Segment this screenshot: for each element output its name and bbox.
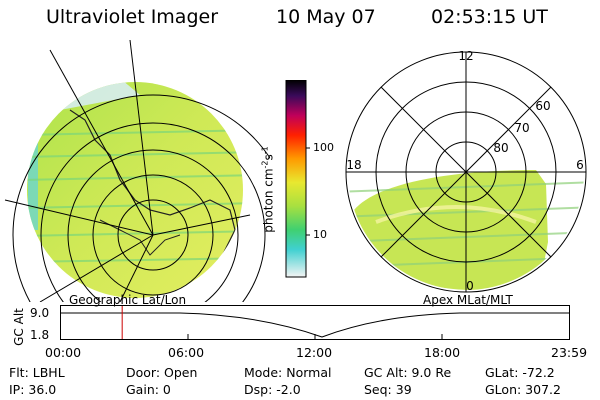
mlt-label-18: 18 bbox=[346, 158, 361, 172]
mlat-label-60: 60 bbox=[535, 99, 550, 113]
info-gain: Gain: 0 bbox=[126, 382, 171, 397]
info-seq: Seq: 39 bbox=[364, 382, 412, 397]
instrument-title: Ultraviolet Imager bbox=[46, 6, 219, 28]
left-panel-caption: Geographic Lat/Lon bbox=[69, 293, 187, 307]
magnetic-polar-plot: 12 18 6 0 60 70 80 bbox=[345, 49, 587, 293]
info-ip: IP: 36.0 bbox=[9, 382, 57, 397]
info-door: Door: Open bbox=[126, 365, 198, 380]
mlat-label-70: 70 bbox=[514, 121, 529, 135]
info-mode: Mode: Normal bbox=[244, 365, 332, 380]
altitude-axis-label: GC Alt bbox=[12, 308, 26, 346]
x-tick-1200: 12:00 bbox=[296, 345, 333, 360]
info-dsp: Dsp: -2.0 bbox=[244, 382, 301, 397]
mlat-label-80: 80 bbox=[493, 141, 508, 155]
x-tick-2359: 23:59 bbox=[551, 345, 588, 360]
info-gc-alt: GC Alt: 9.0 Re bbox=[364, 365, 452, 380]
mlt-label-6: 6 bbox=[576, 158, 584, 172]
mlt-label-0: 0 bbox=[466, 279, 474, 293]
colorbar bbox=[285, 80, 310, 278]
observation-time: 02:53:15 UT bbox=[431, 6, 548, 28]
altitude-y-low: 1.8 bbox=[30, 328, 50, 342]
altitude-y-high: 9.0 bbox=[30, 306, 50, 320]
x-tick-1800: 18:00 bbox=[424, 345, 461, 360]
colorbar-tick-100: 100 bbox=[313, 141, 334, 154]
info-glat: GLat: -72.2 bbox=[485, 365, 555, 380]
x-tick-0600: 06:00 bbox=[168, 345, 205, 360]
right-panel-caption: Apex MLat/MLT bbox=[423, 293, 513, 307]
mlt-label-12: 12 bbox=[458, 49, 473, 63]
colorbar-unit-label: photon cm-2s-1 bbox=[260, 146, 276, 233]
info-glon: GLon: 307.2 bbox=[485, 382, 561, 397]
altitude-strip-plot bbox=[60, 305, 570, 340]
colorbar-tick-10: 10 bbox=[313, 228, 327, 241]
x-tick-0000: 00:00 bbox=[45, 345, 82, 360]
observation-date: 10 May 07 bbox=[276, 6, 376, 28]
geographic-image-panel bbox=[4, 40, 270, 302]
colorbar-scale bbox=[285, 80, 307, 278]
info-filter: Flt: LBHL bbox=[9, 365, 65, 380]
